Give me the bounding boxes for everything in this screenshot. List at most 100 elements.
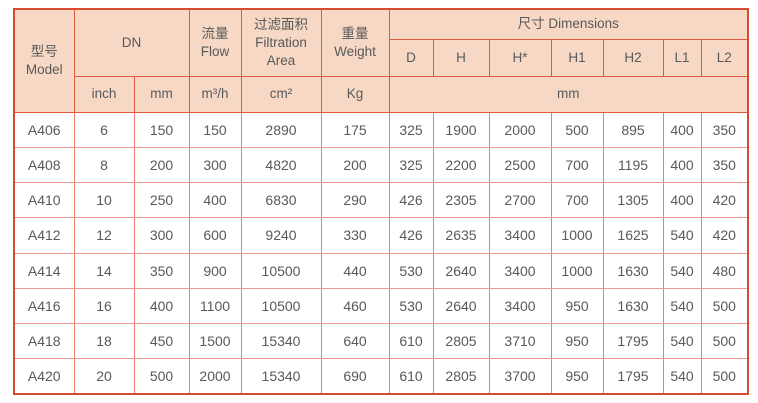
cell-flow: 2000 xyxy=(188,358,242,395)
cell-dim-l2: 350 xyxy=(700,146,749,184)
cell-dim-h2: 895 xyxy=(602,111,664,148)
cell-filtration-area: 10500 xyxy=(240,252,322,289)
cell-weight: 440 xyxy=(320,252,390,289)
cell-dn-inch: 10 xyxy=(73,181,135,219)
header-row-units: inch mm m³/h cm² Kg mm xyxy=(14,75,749,113)
cell-dn-inch: 12 xyxy=(73,217,135,254)
cell-dim-h1: 950 xyxy=(550,287,604,325)
cell-flow: 150 xyxy=(188,111,242,148)
cell-weight: 290 xyxy=(320,181,390,219)
cell-model: A414 xyxy=(13,252,75,289)
cell-dim-h2: 1625 xyxy=(602,217,664,254)
cell-flow: 600 xyxy=(188,217,242,254)
header-row-top: 型号 Model DN 流量 Flow 过滤面积 Filtration Area… xyxy=(13,8,749,113)
cell-dim-h: 2305 xyxy=(432,181,490,219)
cell-dim-h: 2640 xyxy=(432,252,490,289)
cell-dn-mm: 150 xyxy=(133,111,190,148)
header-filtration-area: 过滤面积 Filtration Area xyxy=(240,8,322,77)
cell-filtration-area: 2890 xyxy=(240,111,322,148)
cell-dim-h: 2200 xyxy=(432,146,490,184)
cell-filtration-area: 10500 xyxy=(240,287,322,325)
cell-flow: 1100 xyxy=(188,287,242,325)
header-row-dimension-letters: D H H* H1 H2 L1 L2 xyxy=(14,38,749,77)
cell-weight: 460 xyxy=(320,287,390,325)
cell-dn-mm: 200 xyxy=(133,146,190,184)
header-weight-zh: 重量 xyxy=(341,26,369,42)
cell-dn-mm: 450 xyxy=(133,322,190,360)
cell-dim-h2: 1795 xyxy=(602,358,664,395)
header-flow-en: Flow xyxy=(200,43,230,59)
cell-dim-h1: 950 xyxy=(550,358,604,395)
cell-dim-l1: 540 xyxy=(662,358,702,395)
cell-filtration-area: 15340 xyxy=(240,322,322,360)
unit-filtration-area: cm² xyxy=(240,75,322,113)
unit-dn-mm: mm xyxy=(133,75,190,113)
cell-dim-l1: 540 xyxy=(662,252,702,289)
cell-flow: 400 xyxy=(188,181,242,219)
cell-dim-h-star: 2700 xyxy=(488,181,552,219)
header-dim-h-star: H* xyxy=(488,38,552,77)
cell-dim-d: 426 xyxy=(388,217,434,254)
cell-dim-d: 610 xyxy=(388,358,434,395)
cell-dim-l2: 500 xyxy=(700,287,749,325)
cell-dim-h-star: 3700 xyxy=(488,358,552,395)
cell-dim-l2: 500 xyxy=(700,322,749,360)
cell-weight: 330 xyxy=(320,217,390,254)
cell-dim-l1: 540 xyxy=(662,287,702,325)
cell-dn-mm: 400 xyxy=(133,287,190,325)
cell-filtration-area: 4820 xyxy=(240,146,322,184)
cell-dim-h: 1900 xyxy=(432,111,490,148)
cell-dim-l2: 420 xyxy=(700,217,749,254)
cell-model: A418 xyxy=(13,322,75,360)
cell-dim-l2: 480 xyxy=(700,252,749,289)
cell-dim-h2: 1630 xyxy=(602,287,664,325)
table-row: A416 16 400 1100 10500 460 530 2640 3400 950 1630 5… xyxy=(13,287,749,325)
cell-dim-l2: 350 xyxy=(700,111,749,148)
cell-filtration-area: 6830 xyxy=(240,181,322,219)
cell-dn-inch: 8 xyxy=(73,146,135,184)
cell-dim-h-star: 3710 xyxy=(488,322,552,360)
cell-dim-h: 2805 xyxy=(432,358,490,395)
cell-flow: 900 xyxy=(188,252,242,289)
cell-flow: 300 xyxy=(188,146,242,184)
cell-dn-inch: 18 xyxy=(73,322,135,360)
cell-model: A410 xyxy=(13,181,75,219)
table-row: A412 12 300 600 9240 330 426 2635 3400 1000 1625 54… xyxy=(13,217,749,254)
cell-dim-h-star: 3400 xyxy=(488,287,552,325)
cell-dim-h-star: 2000 xyxy=(488,111,552,148)
cell-dim-h1: 700 xyxy=(550,181,604,219)
table-row: A410 10 250 400 6830 290 426 2305 2700 700 1305 400… xyxy=(13,181,749,219)
cell-dim-h2: 1195 xyxy=(602,146,664,184)
unit-dn-inch: inch xyxy=(73,75,135,113)
cell-model: A416 xyxy=(13,287,75,325)
cell-dim-h: 2805 xyxy=(432,322,490,360)
spec-table: 型号 Model DN 流量 Flow 过滤面积 Filtration Area… xyxy=(13,8,750,395)
cell-dn-inch: 16 xyxy=(73,287,135,325)
cell-dim-d: 530 xyxy=(388,252,434,289)
cell-dim-h2: 1305 xyxy=(602,181,664,219)
cell-dim-h: 2635 xyxy=(432,217,490,254)
cell-dim-l1: 540 xyxy=(662,322,702,360)
header-dim-l2: L2 xyxy=(700,38,749,77)
cell-dim-h-star: 2500 xyxy=(488,146,552,184)
header-weight-en: Weight xyxy=(334,43,376,59)
header-dim-h: H xyxy=(432,38,490,77)
cell-dim-h1: 1000 xyxy=(550,252,604,289)
cell-dn-inch: 6 xyxy=(73,111,135,148)
cell-dn-inch: 20 xyxy=(73,358,135,395)
cell-model: A420 xyxy=(13,358,75,395)
cell-dim-l1: 400 xyxy=(662,146,702,184)
table-body: A406 6 150 150 2890 175 325 1900 2000 500 895 400 35… xyxy=(13,111,749,395)
header-model-en: Model xyxy=(25,61,63,77)
cell-dim-h2: 1630 xyxy=(602,252,664,289)
cell-filtration-area: 9240 xyxy=(240,217,322,254)
cell-dim-h1: 700 xyxy=(550,146,604,184)
cell-filtration-area: 15340 xyxy=(240,358,322,395)
cell-dim-d: 530 xyxy=(388,287,434,325)
header-dimensions: 尺寸 Dimensions xyxy=(388,8,749,40)
cell-dim-d: 325 xyxy=(388,146,434,184)
header-weight: 重量 Weight xyxy=(320,8,390,77)
table-header: 型号 Model DN 流量 Flow 过滤面积 Filtration Area… xyxy=(13,8,749,113)
cell-weight: 640 xyxy=(320,322,390,360)
